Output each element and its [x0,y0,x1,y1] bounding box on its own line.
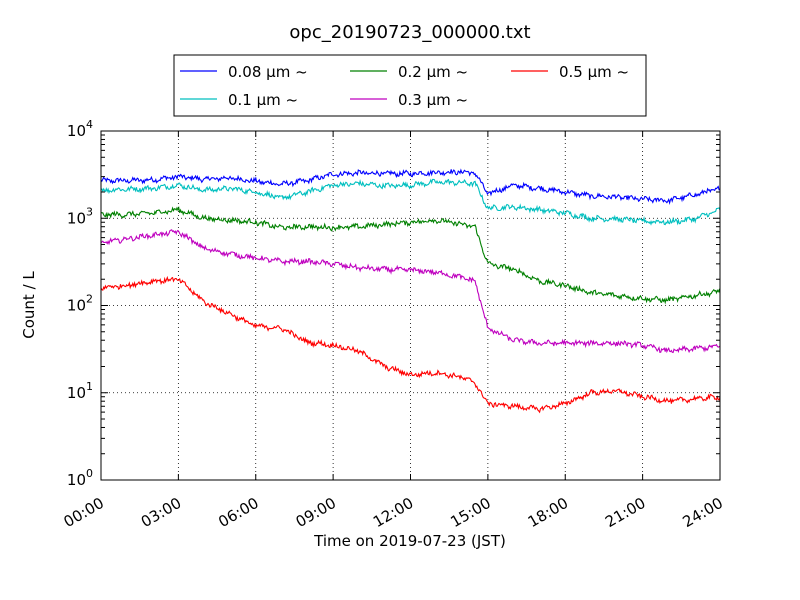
legend-label: 0.08 μm ~ [228,63,308,81]
x-axis-label: Time on 2019-07-23 (JST) [313,532,506,550]
series-line-0 [100,168,721,206]
legend-label: 0.2 μm ~ [398,63,468,81]
series-line-1 [100,178,721,226]
legend-frame [173,54,647,117]
chart-title: opc_20190723_000000.txt [289,22,530,43]
plot-lines [100,168,721,414]
series-line-2 [100,205,721,305]
legend-label: 0.5 μm ~ [559,63,629,81]
series-line-4 [100,275,721,414]
legend-label: 0.3 μm ~ [398,91,468,109]
legend-label: 0.1 μm ~ [228,91,298,109]
series-line-3 [100,229,721,354]
legend: 0.08 μm ~ 0.1 μm ~ 0.2 μm ~ 0.3 μm ~ 0.5 μm … [173,54,647,117]
y-axis-label: Count / L [20,271,38,339]
